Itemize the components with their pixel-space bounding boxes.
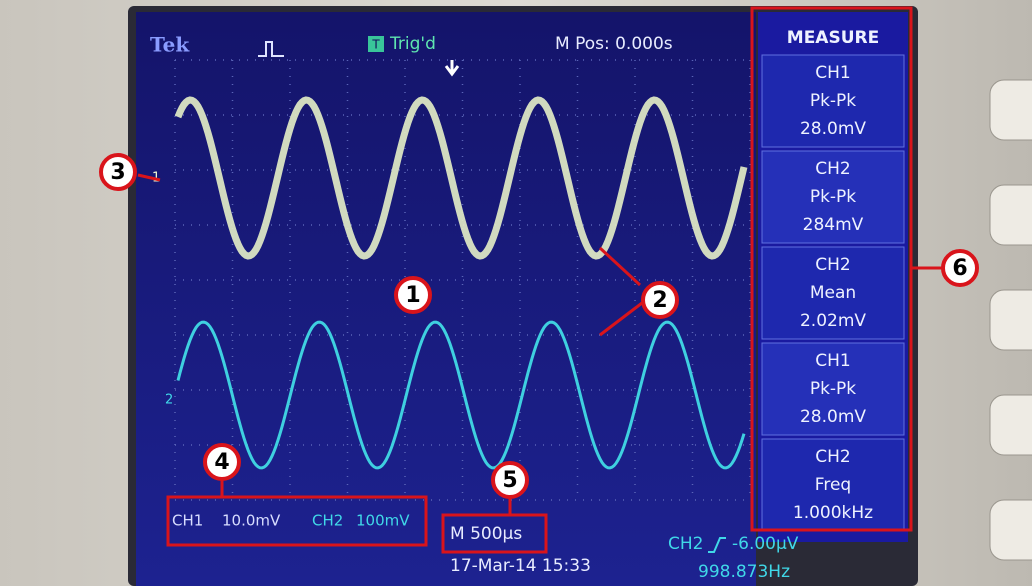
callout-circle (203, 443, 241, 481)
callout-circle (394, 276, 432, 314)
position: M Pos: 0.000s (555, 34, 673, 54)
measure-type: Mean (810, 283, 856, 303)
callout-circle (99, 153, 137, 191)
leader (137, 173, 161, 182)
measure-channel: CH1 (815, 63, 850, 83)
callouts: 1 2 3 4 5 6 (99, 153, 979, 499)
ch1-label: CH1 (172, 512, 203, 530)
ch2-marker: 2 (165, 393, 173, 408)
measure-channel: CH2 (815, 447, 850, 467)
measure-value: 28.0mV (800, 407, 866, 427)
callout-number: 6 (952, 256, 967, 281)
waveforms (174, 96, 748, 470)
date: 17-Mar-14 15:33 (450, 556, 591, 576)
button[interactable] (989, 289, 1032, 351)
measure-type: Freq (815, 475, 851, 495)
leader (598, 246, 642, 287)
button[interactable] (989, 184, 1032, 246)
side-buttons (989, 79, 1032, 561)
measure-type: Pk-Pk (810, 187, 856, 207)
measure-box (761, 150, 905, 244)
measure-channel: CH1 (815, 351, 850, 371)
trigger-status: Trig'd (389, 34, 436, 54)
box-4 (166, 495, 428, 547)
ch2-label: CH2 (312, 512, 343, 530)
trigger-source: CH2 (668, 534, 703, 554)
button[interactable] (989, 499, 1032, 561)
button[interactable] (989, 79, 1032, 141)
callout-number: 5 (502, 468, 517, 493)
trigger-badge: T (371, 38, 380, 52)
callout-number: 2 (652, 288, 667, 313)
measure-value: 28.0mV (800, 119, 866, 139)
leader (599, 301, 643, 337)
brand: Tek (150, 33, 190, 57)
timebase: M 500µs (450, 524, 522, 544)
acq-icon (258, 41, 284, 57)
measure-value: 284mV (803, 215, 864, 235)
measure-title: MEASURE (787, 28, 879, 48)
measure-type: Pk-Pk (810, 379, 856, 399)
callout-number: 1 (405, 283, 420, 308)
measure-box (761, 438, 905, 532)
measure-channel: CH2 (815, 159, 850, 179)
measure-value: 1.000kHz (793, 503, 873, 523)
measure-type: Pk-Pk (810, 91, 856, 111)
trigger-arrow (444, 60, 460, 77)
trigger-level: -6.00µV (732, 534, 799, 554)
measure-value: 2.02mV (800, 311, 866, 331)
ch1-scale: 10.0mV (222, 512, 281, 530)
measure-items: CH1 Pk-Pk 28.0mV CH2 Pk-Pk 284mV CH2 Mean 2.02mV… (761, 54, 905, 532)
annotations (137, 6, 942, 554)
ch2-waveform (176, 320, 746, 470)
measure-box (761, 54, 905, 148)
callout-number: 3 (110, 160, 125, 185)
callout-circle (491, 461, 529, 499)
measure-box (761, 342, 905, 436)
callout-circle (641, 281, 679, 319)
trigger-badge-box (368, 36, 384, 52)
button[interactable] (989, 394, 1032, 456)
callout-circle (941, 249, 979, 287)
frequency: 998.873Hz (698, 562, 790, 582)
measure-box (761, 246, 905, 340)
ch1-waveform (174, 96, 748, 260)
box-5 (441, 513, 548, 554)
slope-icon (708, 537, 726, 553)
callout-number: 4 (214, 450, 229, 475)
ch2-scale: 100mV (356, 512, 410, 530)
measure-channel: CH2 (815, 255, 850, 275)
